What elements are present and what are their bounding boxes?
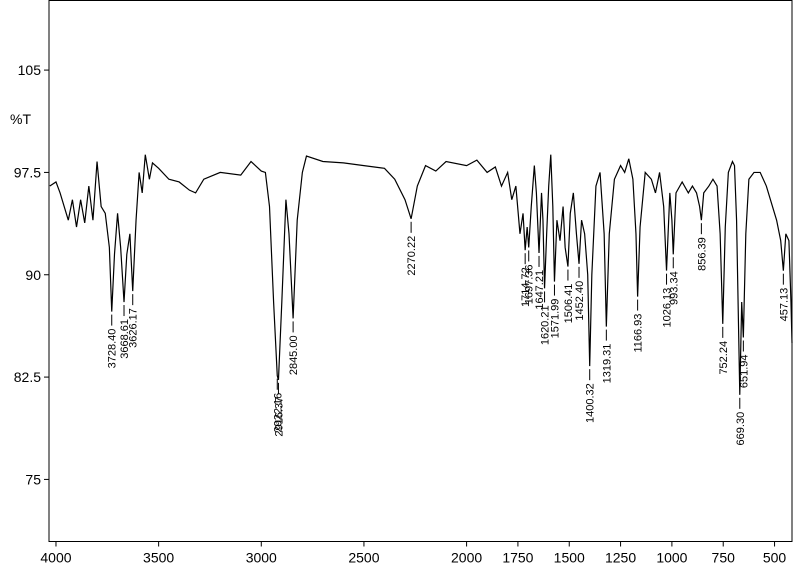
peak-label: 2916.37 xyxy=(274,397,286,437)
y-tick-label: 97.5 xyxy=(14,164,41,180)
peak-label: 2845.00 xyxy=(288,335,300,375)
x-tick-label: 3000 xyxy=(246,550,277,566)
peak-label: 669.30 xyxy=(735,412,747,446)
peak-label: 457.13 xyxy=(778,288,790,322)
peak-label: 1400.32 xyxy=(585,383,597,423)
peak-label: 993.34 xyxy=(668,271,680,305)
peak-label: 1166.93 xyxy=(633,314,645,353)
x-tick-label: 1000 xyxy=(656,550,687,566)
x-tick-label: 2500 xyxy=(348,550,379,566)
plot-frame xyxy=(49,1,792,542)
x-tick-label: 1250 xyxy=(605,550,636,566)
x-tick-label: 4000 xyxy=(40,550,71,566)
peak-label: 856.39 xyxy=(696,237,708,271)
peak-label: 752.24 xyxy=(718,341,730,375)
x-tick-label: 500 xyxy=(763,550,787,566)
peak-label: 3728.40 xyxy=(107,329,119,369)
x-tick-label: 750 xyxy=(712,550,736,566)
peak-label: 1571.99 xyxy=(550,299,562,339)
peak-label: 2270.22 xyxy=(406,236,418,276)
peak-label: 651.94 xyxy=(738,355,750,389)
peak-label: 1319.31 xyxy=(601,344,613,384)
x-tick-label: 1500 xyxy=(554,550,585,566)
y-tick-label: 90 xyxy=(25,267,41,283)
y-tick-label: 75 xyxy=(25,471,41,487)
peak-label: 1647.21 xyxy=(534,270,546,310)
y-axis-label: %T xyxy=(10,111,31,127)
y-tick-label: 105 xyxy=(18,62,42,78)
peak-label: 3626.17 xyxy=(128,308,140,348)
x-tick-label: 3500 xyxy=(143,550,174,566)
peak-label: 1452.40 xyxy=(574,281,586,321)
x-tick-label: 2000 xyxy=(451,550,482,566)
spectrum-line xyxy=(50,155,792,395)
x-tick-label: 1750 xyxy=(502,550,533,566)
chart: %T 75 82.5 90 97.5 105 4000 3500 3000 2500 2000 17… xyxy=(0,0,801,586)
y-tick-label: 82.5 xyxy=(14,369,41,385)
